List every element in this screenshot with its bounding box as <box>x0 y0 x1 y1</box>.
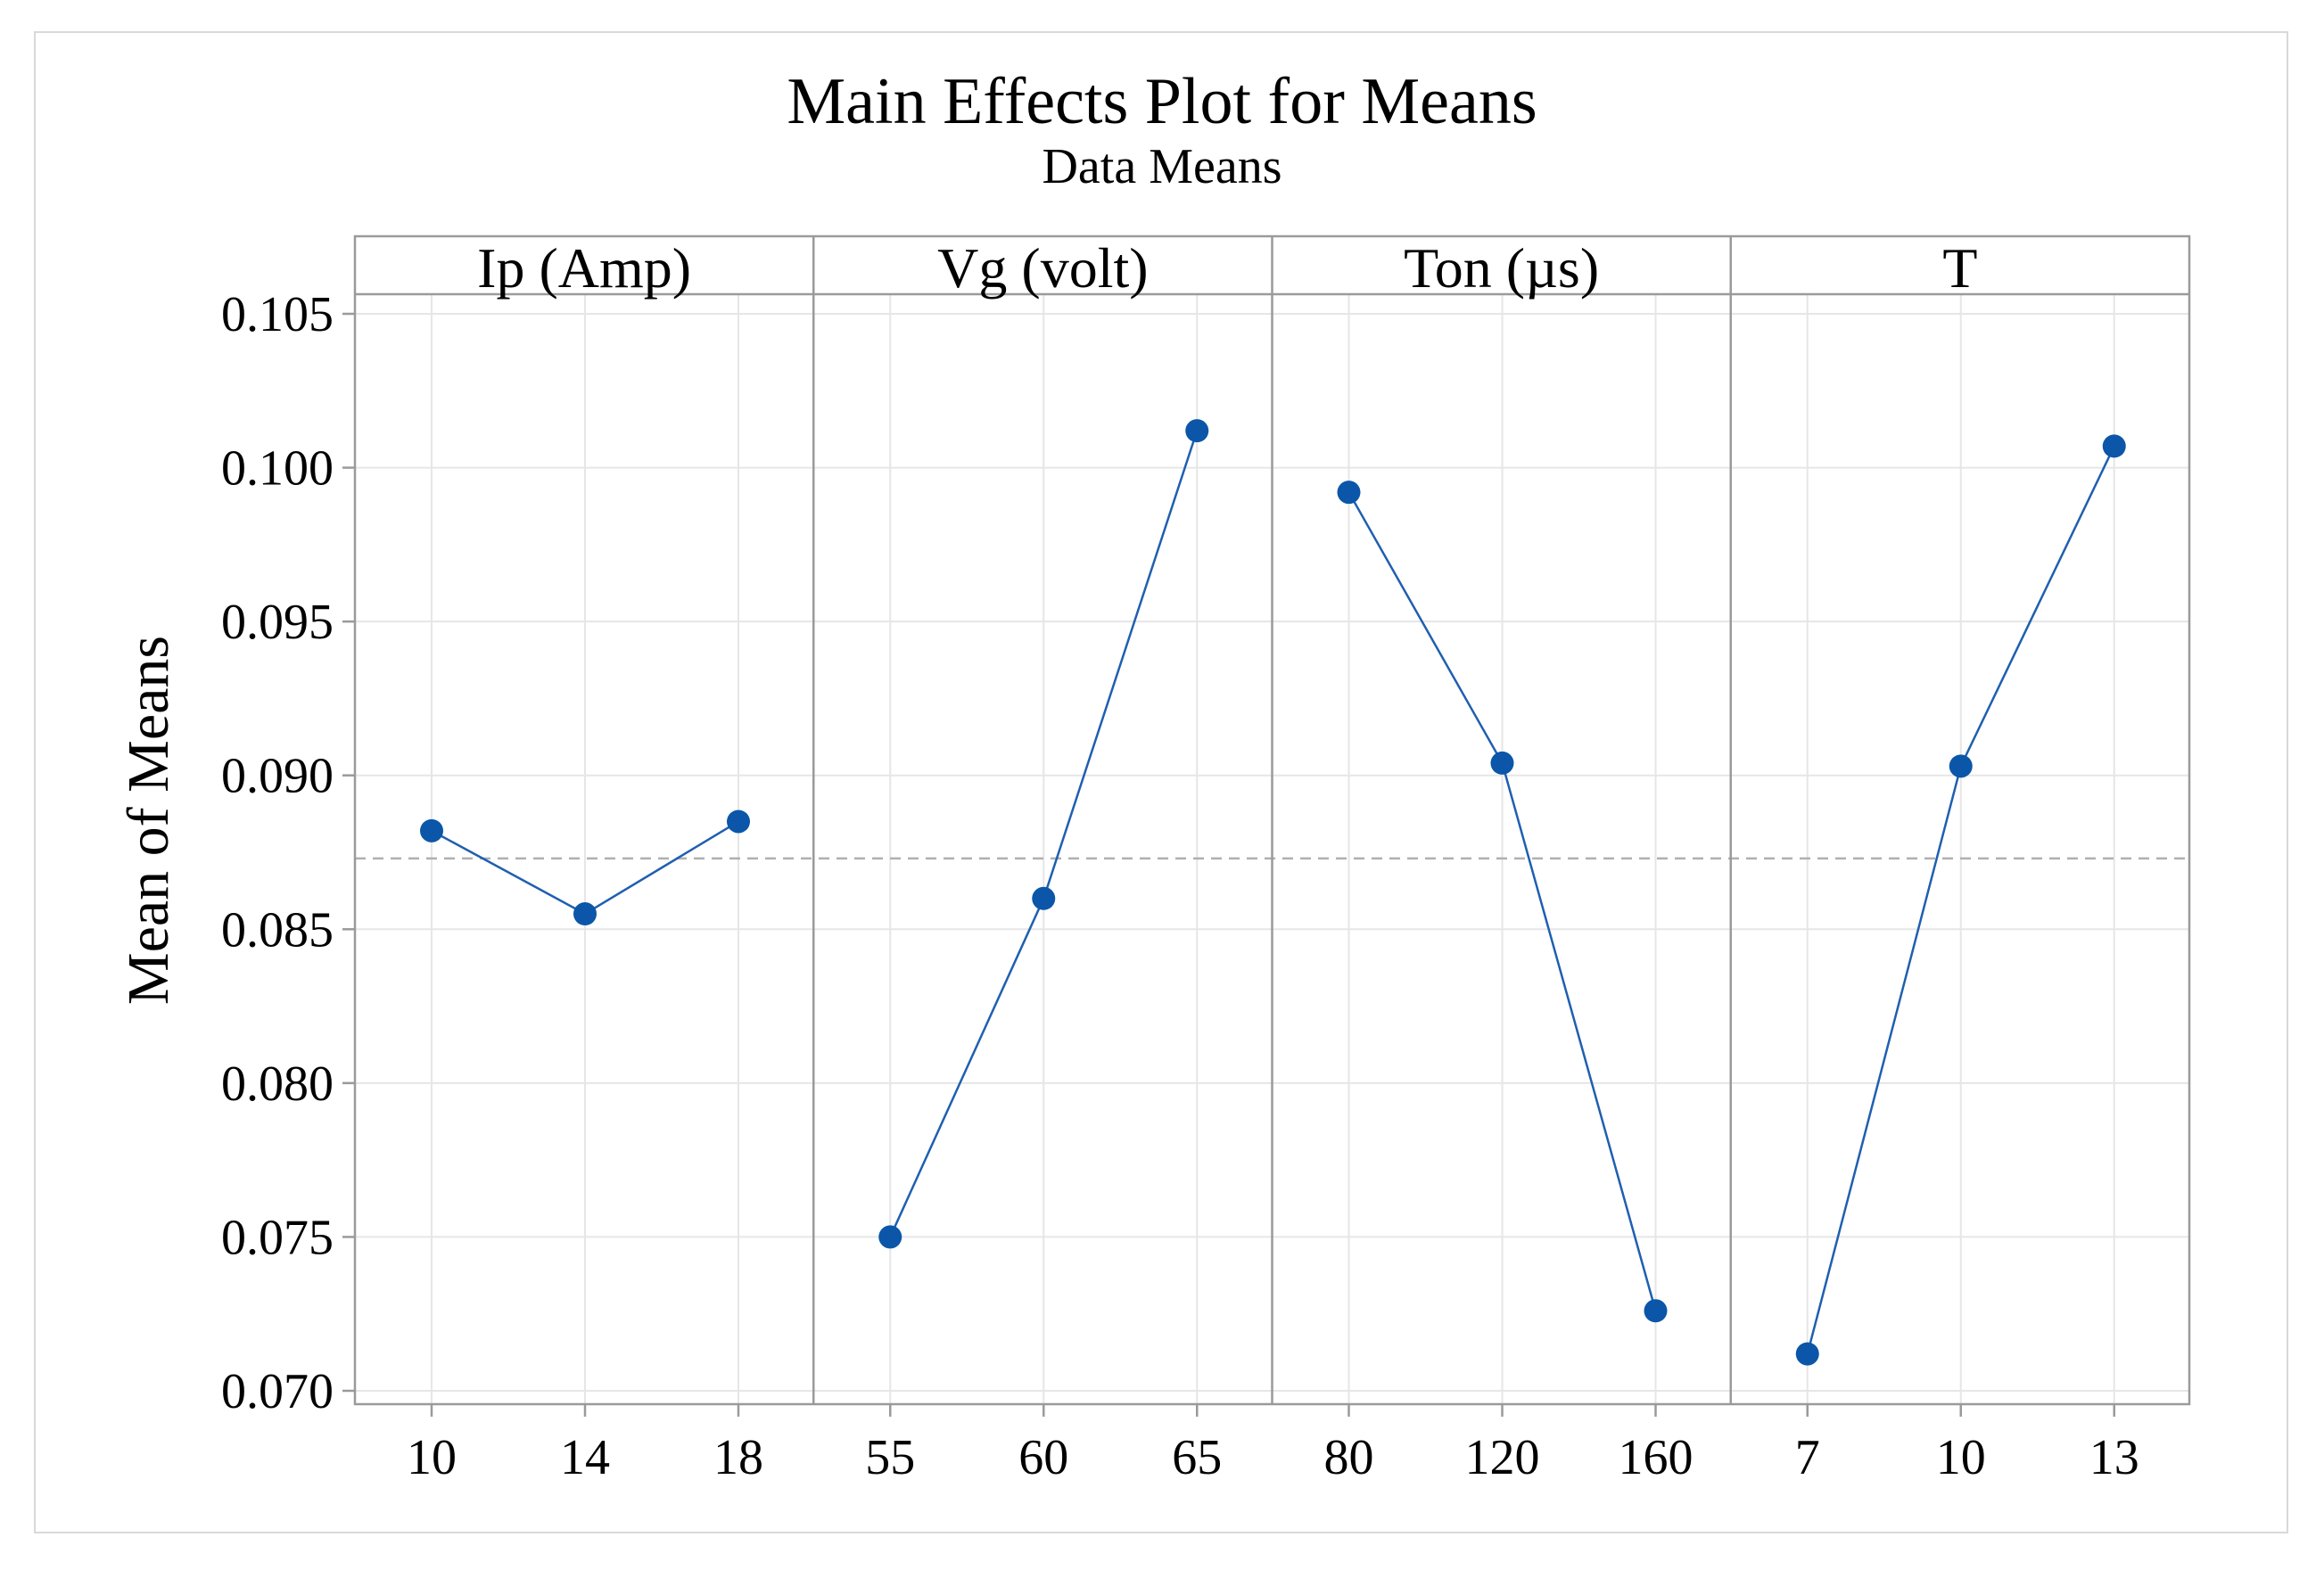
x-tick-label: 14 <box>560 1430 610 1485</box>
y-tick-label: 0.090 <box>221 749 334 804</box>
panel-label: Vg (volt) <box>937 236 1148 300</box>
panel-label: Ip (Amp) <box>477 236 691 300</box>
data-point <box>2102 434 2126 458</box>
x-tick-label: 120 <box>1465 1430 1540 1485</box>
data-point <box>1949 754 1973 778</box>
x-tick-label: 10 <box>1936 1430 1986 1485</box>
data-point <box>727 810 750 834</box>
data-point <box>1032 886 1056 910</box>
data-point <box>1337 481 1361 505</box>
y-tick-label: 0.105 <box>221 287 334 342</box>
chart-subtitle: Data Means <box>1042 139 1281 194</box>
data-point <box>878 1225 902 1249</box>
x-tick-label: 55 <box>865 1430 915 1485</box>
y-tick-label: 0.075 <box>221 1210 334 1265</box>
chart-title: Main Effects Plot for Means <box>787 65 1537 138</box>
y-tick-label: 0.085 <box>221 902 334 958</box>
data-point <box>573 902 597 926</box>
data-point <box>1185 419 1209 443</box>
panel-label: T <box>1942 236 1977 300</box>
x-tick-label: 7 <box>1795 1430 1820 1485</box>
y-tick-label: 0.080 <box>221 1056 334 1112</box>
x-tick-label: 13 <box>2089 1430 2139 1485</box>
y-axis-label: Mean of Means <box>116 636 181 1005</box>
y-tick-label: 0.100 <box>221 441 334 497</box>
data-point <box>1795 1342 1819 1366</box>
y-tick-label: 0.095 <box>221 595 334 650</box>
data-point <box>1490 751 1514 775</box>
plot-area: Ip (Amp) Vg (volt) Ton (µs) T 0.105 0.100 0.09… <box>221 234 2191 1485</box>
x-tick-label: 18 <box>713 1430 763 1485</box>
x-tick-label: 160 <box>1619 1430 1694 1485</box>
x-tick-label: 65 <box>1172 1430 1222 1485</box>
data-point <box>420 818 443 843</box>
x-tick-label: 60 <box>1018 1430 1068 1485</box>
x-tick-label: 80 <box>1324 1430 1374 1485</box>
chart-frame <box>34 31 2288 1533</box>
y-tick-label: 0.070 <box>221 1364 334 1419</box>
x-tick-label: 10 <box>407 1430 457 1485</box>
panel-label: Ton (µs) <box>1404 236 1599 300</box>
data-point <box>1644 1299 1668 1323</box>
